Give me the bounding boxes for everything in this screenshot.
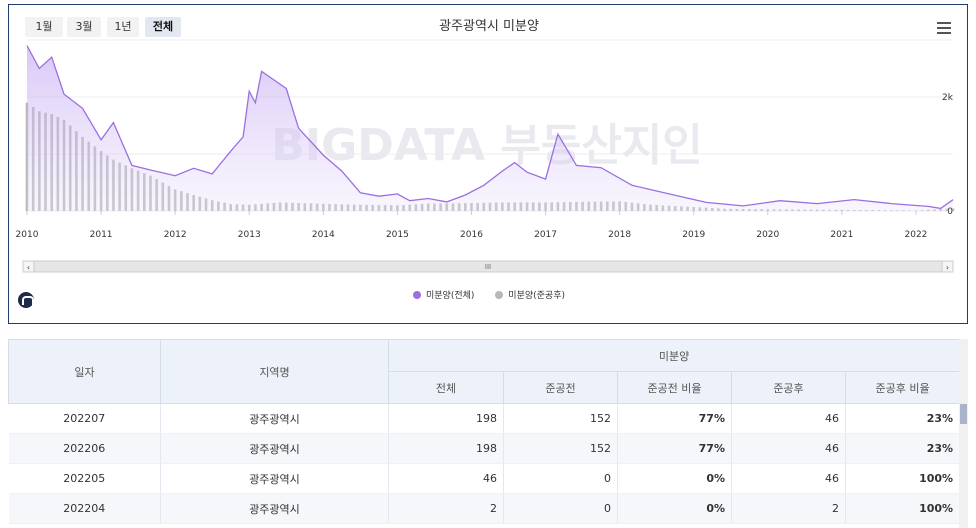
range-button-3m[interactable]: 3월: [67, 17, 101, 37]
scroll-right-arrow-icon: ›: [946, 263, 949, 272]
legend-label-total: 미분양(전체): [425, 291, 475, 301]
cell-region: 광주광역시: [160, 463, 389, 494]
legend-dot-total: [412, 291, 421, 299]
hamburger-menu-icon[interactable]: [937, 22, 951, 34]
y-tick-label: 2k: [942, 93, 954, 103]
cell-region: 광주광역시: [160, 403, 389, 434]
x-tick-label: 2018: [608, 230, 631, 240]
scroll-grip[interactable]: III: [485, 263, 491, 271]
cell-total: 198: [388, 403, 504, 434]
cell-pre: 0: [503, 493, 618, 524]
header-date[interactable]: 일자: [8, 339, 161, 404]
cell-post: 2: [731, 493, 846, 524]
x-tick-label: 2016: [460, 230, 483, 240]
home-logo-icon[interactable]: [18, 292, 34, 308]
data-table: 일자 지역명 미분양 전체 준공전 준공전 비율 준공후 준공후 비율 2022…: [8, 339, 961, 524]
cell-region: 광주광역시: [160, 433, 389, 464]
series-line-total: [26, 45, 954, 210]
table-row: 202204 광주광역시 2 0 0% 2 100%: [8, 493, 961, 524]
watermark-logo: BIGDATA 부동산지인: [271, 120, 703, 171]
cell-total: 46: [388, 463, 504, 494]
cell-pre-ratio: 77%: [617, 403, 732, 434]
range-button-1m[interactable]: 1월: [25, 17, 63, 37]
table-scrollbar[interactable]: [959, 339, 968, 528]
cell-pre: 152: [503, 403, 618, 434]
cell-pre-ratio: 0%: [617, 463, 732, 494]
x-tick-label: 2010: [16, 230, 39, 240]
x-tick-label: 2017: [534, 230, 557, 240]
y-tick-label: 0: [947, 207, 953, 217]
x-tick-label: 2021: [830, 230, 853, 240]
cell-post-ratio: 100%: [845, 493, 961, 524]
header-total[interactable]: 전체: [388, 371, 504, 404]
x-tick-label: 2022: [905, 230, 928, 240]
cell-pre-ratio: 0%: [617, 493, 732, 524]
table-row: 202205 광주광역시 46 0 0% 46 100%: [8, 463, 961, 494]
header-region[interactable]: 지역명: [160, 339, 389, 404]
cell-pre-ratio: 77%: [617, 433, 732, 464]
legend-dot-after: [495, 291, 504, 299]
x-tick-label: 2012: [164, 230, 187, 240]
chart-panel: 1월 3월 1년 전체 광주광역시 미분양 BIGDATA 부동산지인 0 2k …: [8, 4, 968, 324]
cell-post: 46: [731, 463, 846, 494]
cell-post-ratio: 100%: [845, 463, 961, 494]
x-tick-label: 2011: [90, 230, 113, 240]
cell-date[interactable]: 202206: [8, 433, 161, 464]
chart-legend: 미분양(전체) 미분양(준공후): [9, 288, 969, 301]
cell-pre: 0: [503, 463, 618, 494]
scroll-left-button[interactable]: [22, 260, 35, 273]
chart-svg: BIGDATA 부동산지인 0 2k 2010 2011 2012 2013 2014 20…: [16, 39, 955, 273]
header-post-ratio[interactable]: 준공후 비율: [844, 371, 961, 404]
cell-post: 46: [731, 433, 846, 464]
x-tick-label: 2015: [386, 230, 409, 240]
table-row: 202206 광주광역시 198 152 77% 46 23%: [8, 433, 961, 464]
cell-date[interactable]: 202207: [8, 403, 161, 434]
cell-post: 46: [731, 403, 846, 434]
cell-post-ratio: 23%: [845, 403, 961, 434]
range-button-1y[interactable]: 1년: [107, 17, 139, 37]
legend-label-after: 미분양(준공후): [508, 291, 565, 301]
x-tick-label: 2014: [312, 230, 335, 240]
header-group: 미분양: [387, 339, 961, 372]
cell-date[interactable]: 202204: [8, 493, 161, 524]
x-tick-label: 2019: [682, 230, 705, 240]
cell-total: 2: [388, 493, 504, 524]
cell-total: 198: [388, 433, 504, 464]
x-tick-label: 2013: [238, 230, 261, 240]
navigator-scrollbar[interactable]: ‹ › III: [22, 260, 954, 273]
table-scrollbar-thumb[interactable]: [960, 404, 967, 424]
scroll-right-button[interactable]: [941, 260, 954, 273]
cell-post-ratio: 23%: [845, 433, 961, 464]
cell-date[interactable]: 202205: [8, 463, 161, 494]
cell-region: 광주광역시: [160, 493, 389, 524]
x-tick-label: 2020: [756, 230, 779, 240]
legend-item-after[interactable]: 미분양(준공후): [495, 288, 565, 301]
legend-item-total[interactable]: 미분양(전체): [412, 288, 475, 301]
cell-pre: 152: [503, 433, 618, 464]
table-row: 202207 광주광역시 198 152 77% 46 23%: [8, 403, 961, 434]
chart-title: 광주광역시 미분양: [439, 19, 539, 34]
header-pre-ratio[interactable]: 준공전 비율: [617, 371, 732, 404]
scroll-left-arrow-icon: ‹: [27, 263, 30, 272]
header-post[interactable]: 준공후: [731, 371, 846, 404]
header-pre[interactable]: 준공전: [503, 371, 618, 404]
range-button-all[interactable]: 전체: [145, 17, 181, 37]
